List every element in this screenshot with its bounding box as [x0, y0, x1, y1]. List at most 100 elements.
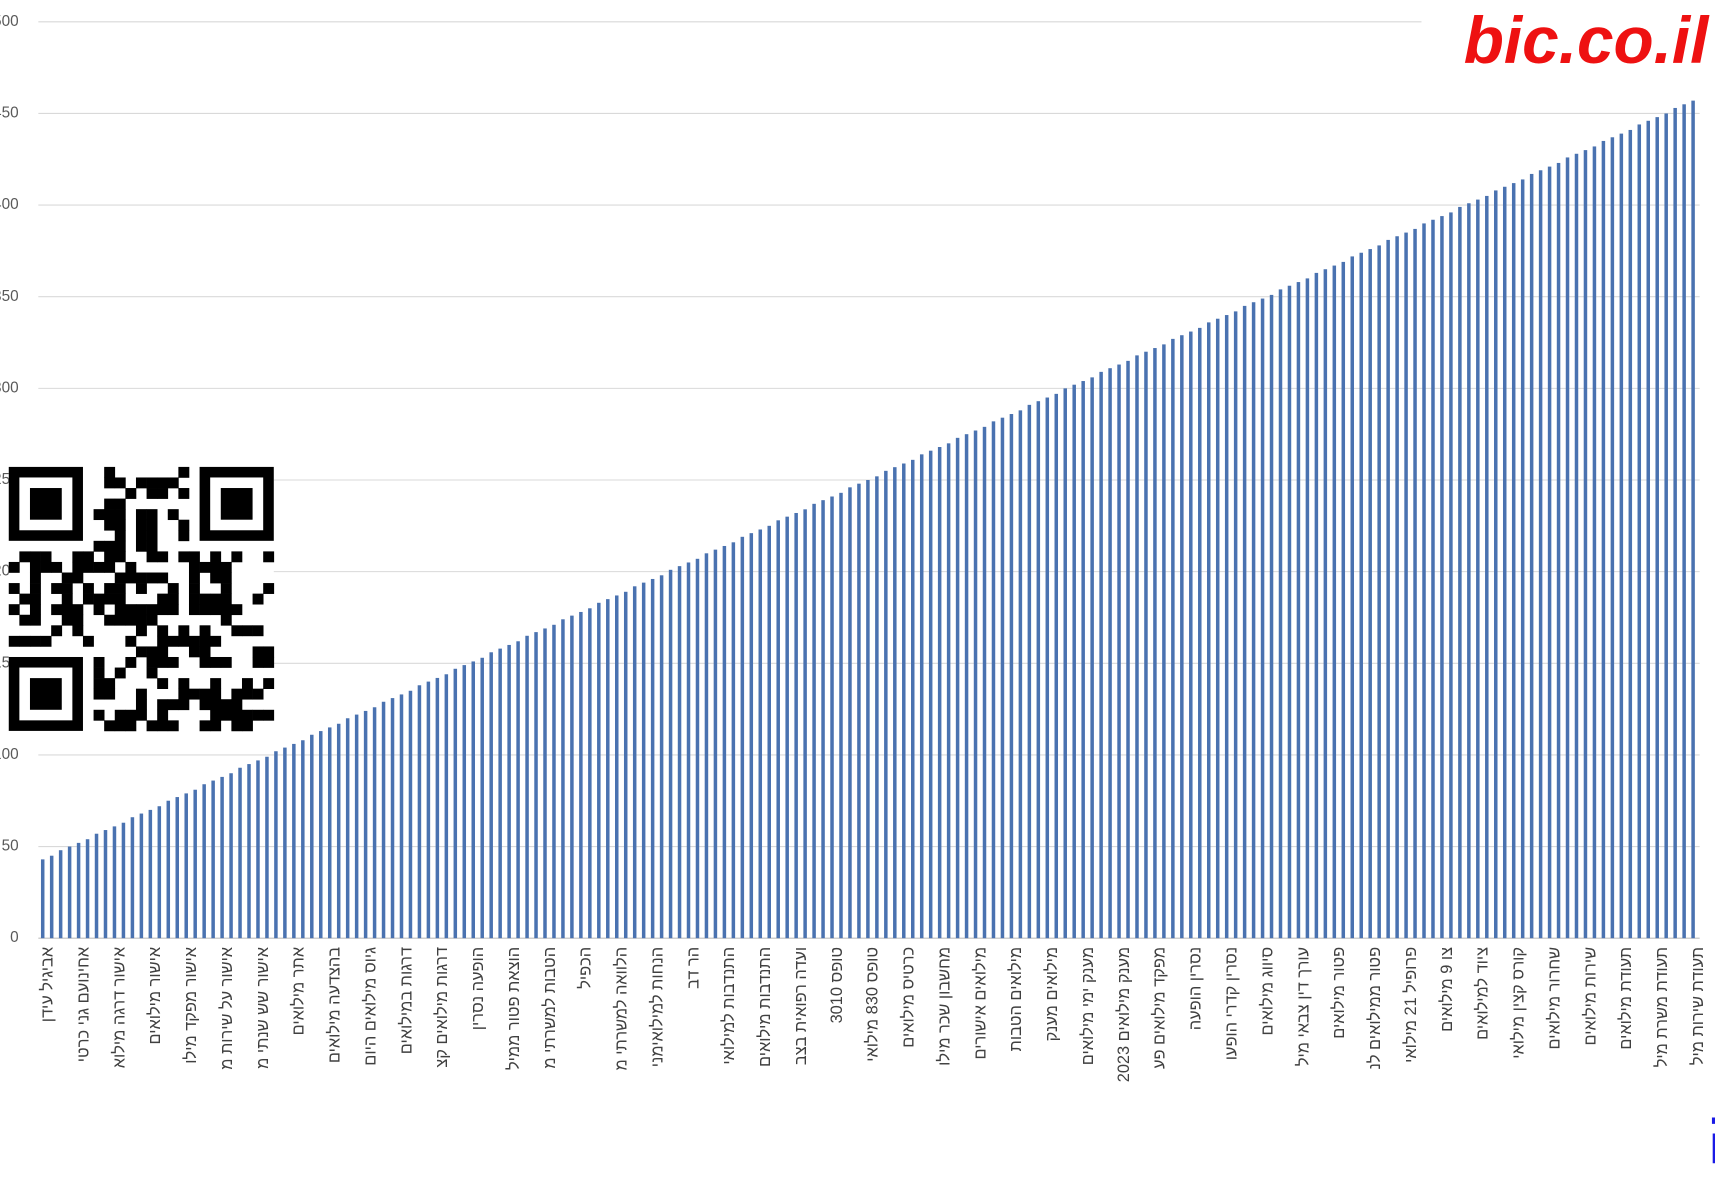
bar [1242, 305, 1247, 939]
qr-module [199, 604, 211, 616]
qr-module [188, 551, 200, 563]
bar [632, 586, 637, 939]
x-tick-label: תעודת מילואים [1617, 947, 1635, 1050]
qr-module [231, 709, 243, 721]
qr-module [146, 656, 158, 668]
qr-module [82, 551, 94, 563]
bar [175, 797, 180, 939]
bar [1233, 311, 1238, 939]
bar [597, 602, 601, 939]
qr-finder-core [29, 678, 62, 710]
qr-module [93, 509, 105, 521]
x-tick-label: טופס 3010 [828, 947, 846, 1024]
qr-finder [8, 466, 83, 541]
bar [76, 842, 81, 939]
qr-module [210, 604, 222, 616]
x-tick-label: צו 9 מילואים [1438, 947, 1456, 1032]
bar [1099, 371, 1103, 939]
x-tick-label: מפקד מילואים פע [1151, 947, 1169, 1069]
bar [1296, 282, 1301, 939]
qr-module [199, 656, 211, 668]
qr-module [61, 583, 73, 594]
qr-module [82, 561, 94, 573]
qr-module [135, 540, 147, 552]
bar [94, 833, 99, 939]
bar [1224, 315, 1229, 939]
bar [193, 789, 197, 939]
qr-module [104, 614, 116, 626]
x-tick-label: פטור ממילואים לנ [1366, 947, 1384, 1070]
qr-module [125, 635, 137, 647]
x-tick-label: אחינועם גני כרטי [74, 946, 92, 1062]
qr-module [210, 561, 222, 573]
bar [265, 756, 269, 939]
qr-module [210, 656, 222, 668]
qr-module [188, 635, 200, 647]
bar [112, 826, 117, 939]
qr-module [104, 593, 116, 605]
qr-module [220, 572, 232, 584]
qr-module [114, 519, 126, 531]
bar [982, 426, 987, 939]
x-tick-label: אביגיל עידן [38, 946, 56, 1022]
y-tick-label: 300 [0, 379, 19, 396]
qr-module [263, 646, 275, 658]
bar [937, 447, 942, 939]
bar [1063, 388, 1067, 939]
qr-module [135, 699, 147, 711]
qr-module [188, 604, 200, 616]
bar [507, 644, 511, 939]
bar [1027, 404, 1032, 939]
x-tick-label: דרגות מילואים קצ [433, 947, 451, 1068]
qr-module [220, 561, 232, 573]
bar [821, 500, 825, 939]
bar [319, 731, 323, 939]
qr-module [82, 583, 94, 594]
x-tick-label: דרגות במילואים [397, 947, 415, 1054]
qr-module [157, 593, 169, 605]
qr-module [146, 488, 158, 499]
qr-module [157, 572, 169, 584]
bar [1036, 401, 1041, 939]
bar [704, 553, 709, 939]
x-tick-label: גיוס מילואים היום [361, 947, 379, 1066]
x-tick-label: מילואים הטבות [1007, 947, 1025, 1052]
qr-module [199, 699, 211, 711]
qr-module [199, 625, 211, 637]
x-tick-label: מענק ימי מילואים [1079, 947, 1097, 1065]
bar [1215, 318, 1220, 939]
bar [1395, 236, 1399, 939]
bar [426, 681, 431, 939]
qr-module [146, 614, 158, 626]
bar [884, 470, 888, 939]
bar [1126, 360, 1130, 939]
grid: 050100150200250300350400450500 [0, 13, 1700, 946]
bar [1664, 113, 1668, 939]
bar [731, 542, 736, 939]
qr-module [135, 572, 147, 584]
bar [579, 611, 583, 939]
qr-module [178, 530, 190, 542]
bar [902, 463, 906, 939]
qr-module [199, 635, 211, 647]
qr-module [220, 709, 232, 721]
qr-module [178, 688, 190, 700]
qr-module [40, 561, 52, 573]
bar [1547, 166, 1552, 939]
qr-module [157, 488, 169, 499]
qr-module [146, 540, 158, 552]
bar [1045, 397, 1050, 939]
qr-module [157, 551, 169, 563]
bar [345, 718, 350, 939]
qr-module [114, 583, 126, 594]
bar [812, 503, 816, 939]
bar [686, 562, 691, 939]
bars [40, 100, 1695, 939]
bar [1000, 417, 1005, 939]
bar [157, 806, 162, 939]
x-tick-label: הופעה נסרין [469, 947, 487, 1030]
x-tick-label: התנדבות מילואים [756, 947, 774, 1067]
x-tick-label: מילואים מענק [1043, 947, 1061, 1041]
x-tick-label: תעודת משרת מיל [1653, 947, 1671, 1067]
